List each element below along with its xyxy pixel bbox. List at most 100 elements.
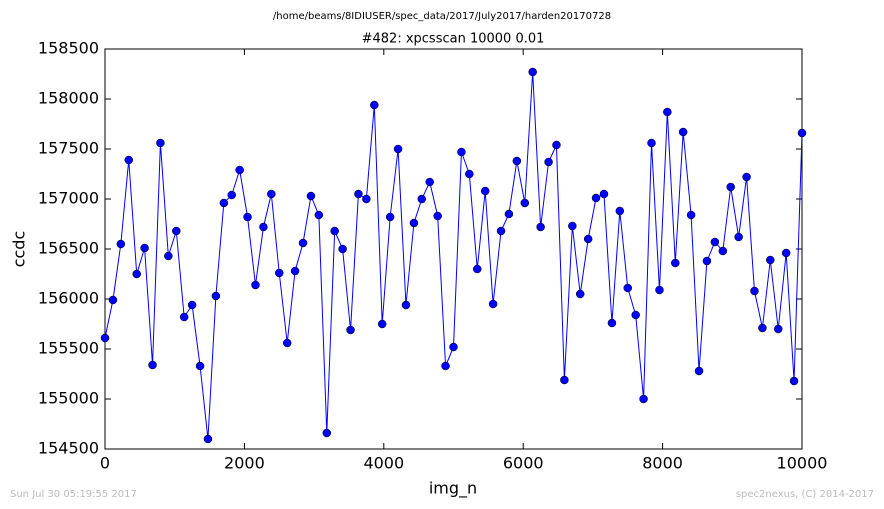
data-point <box>773 324 783 334</box>
data-point <box>187 300 197 310</box>
data-point <box>243 212 252 222</box>
x-tick-label: 0 <box>100 454 110 473</box>
data-point <box>108 295 118 305</box>
data-point <box>702 256 712 266</box>
data-point <box>465 169 474 179</box>
data-point <box>354 189 363 199</box>
data-point <box>583 234 593 244</box>
y-tick-label: 158500 <box>38 39 99 58</box>
data-point <box>195 361 205 371</box>
data-point <box>116 239 126 249</box>
data-point <box>512 156 522 166</box>
data-point <box>457 147 466 157</box>
data-point <box>663 107 672 117</box>
y-axis-label: ccdc <box>10 231 29 268</box>
x-axis-label: img_n <box>429 479 477 499</box>
data-point <box>607 318 617 328</box>
data-point <box>370 100 379 110</box>
data-point <box>172 226 181 236</box>
x-tick-label: 4000 <box>363 454 404 473</box>
data-point <box>330 226 339 236</box>
y-tick-label: 156000 <box>38 289 99 308</box>
chart-title: #482: xpcsscan 10000 0.01 <box>362 32 545 47</box>
y-tick-label: 155500 <box>38 339 99 358</box>
data-point <box>694 366 704 376</box>
data-point <box>132 269 141 279</box>
data-point <box>726 182 735 192</box>
data-point <box>710 237 720 247</box>
data-point <box>409 218 419 228</box>
data-point <box>282 338 292 348</box>
data-point <box>259 222 268 232</box>
data-point <box>591 193 601 203</box>
data-point <box>766 255 775 265</box>
data-point <box>393 144 403 154</box>
data-point <box>671 258 680 268</box>
data-point <box>560 375 569 385</box>
data-point <box>290 266 300 276</box>
data-point <box>377 319 387 329</box>
data-point <box>789 376 799 386</box>
data-point <box>306 191 316 201</box>
data-point <box>568 221 577 231</box>
footer-credit: spec2nexus, (C) 2014-2017 <box>736 489 874 500</box>
data-point <box>686 210 696 220</box>
data-point <box>718 246 728 256</box>
data-point <box>623 283 632 293</box>
data-point <box>267 189 276 199</box>
data-point <box>385 212 395 222</box>
data-point <box>473 264 482 274</box>
data-point <box>124 155 134 165</box>
data-point <box>449 342 458 352</box>
y-tick-label: 154500 <box>38 439 99 458</box>
data-point <box>219 198 229 208</box>
data-point <box>678 127 688 137</box>
data-point <box>362 194 371 204</box>
data-point <box>338 244 347 254</box>
data-point <box>734 232 743 242</box>
data-point <box>100 333 110 343</box>
x-tick-label: 2000 <box>224 454 265 473</box>
data-point <box>536 222 545 232</box>
data-point <box>140 243 149 253</box>
data-point <box>639 394 648 404</box>
data-line <box>104 71 803 440</box>
data-point <box>203 434 213 444</box>
x-tick-label: 6000 <box>503 454 544 473</box>
data-point <box>599 189 609 199</box>
data-point <box>401 300 411 310</box>
y-tick-label: 158000 <box>38 89 99 108</box>
data-point <box>156 138 165 148</box>
data-point <box>631 310 640 320</box>
data-point <box>227 190 236 200</box>
data-point <box>441 361 450 371</box>
data-point <box>298 238 308 248</box>
data-point <box>504 209 514 219</box>
data-point <box>758 323 767 333</box>
data-point <box>520 198 530 208</box>
y-tick-label: 156500 <box>38 239 99 258</box>
data-point <box>488 299 498 309</box>
data-point <box>425 177 434 187</box>
data-point <box>251 280 260 290</box>
data-point <box>496 226 506 236</box>
data-point <box>314 210 324 220</box>
data-point <box>275 268 284 278</box>
data-point <box>346 325 355 335</box>
data-point <box>655 285 664 295</box>
data-point <box>742 172 751 182</box>
x-tick-label: 10000 <box>777 454 828 473</box>
data-point <box>235 165 244 175</box>
data-point <box>781 248 791 258</box>
data-point <box>528 67 537 77</box>
footer-date: Sun Jul 30 05:19:55 2017 <box>10 489 137 500</box>
data-point <box>647 138 656 148</box>
data-point <box>148 360 157 370</box>
data-point <box>615 206 625 216</box>
plot-area <box>104 48 803 450</box>
data-point <box>575 289 585 299</box>
data-point <box>417 194 427 204</box>
data-point <box>552 140 561 150</box>
